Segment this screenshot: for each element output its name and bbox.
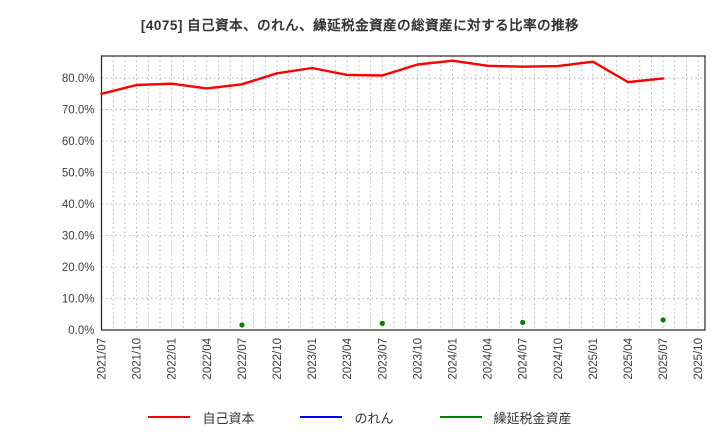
legend-label-goodwill: のれん xyxy=(354,410,394,426)
x-tick-label: 2022/07 xyxy=(237,338,249,380)
y-tick-label: 10.0% xyxy=(62,294,95,306)
legend-swatch-goodwill xyxy=(300,416,343,418)
x-tick-label: 2022/10 xyxy=(272,338,284,380)
x-tick-label: 2023/07 xyxy=(377,338,389,380)
x-tick-label: 2025/01 xyxy=(588,338,600,380)
legend-swatch-deferred-tax xyxy=(439,416,482,418)
x-tick-label: 2021/10 xyxy=(132,338,144,380)
series-2-marker xyxy=(520,319,526,326)
x-tick-label: 2024/04 xyxy=(483,337,495,379)
y-tick-label: 60.0% xyxy=(62,136,95,148)
legend-item-equity: 自己資本 xyxy=(148,408,254,427)
x-tick-label: 2025/07 xyxy=(658,338,670,380)
series-2-marker xyxy=(239,322,245,328)
x-tick-label: 2023/01 xyxy=(307,338,319,380)
series-0-line xyxy=(100,59,665,95)
x-tick-label: 2022/04 xyxy=(202,337,214,379)
y-tick-label: 40.0% xyxy=(62,199,95,211)
legend-swatch-equity xyxy=(148,416,191,418)
x-tick-label: 2025/10 xyxy=(693,338,705,380)
x-tick-label: 2023/10 xyxy=(412,338,424,380)
legend-item-goodwill: のれん xyxy=(300,408,394,427)
legend-label-equity: 自己資本 xyxy=(202,410,255,426)
y-tick-label: 30.0% xyxy=(62,231,95,243)
x-tick-label: 2022/01 xyxy=(167,338,179,380)
y-tick-label: 70.0% xyxy=(62,105,95,117)
x-tick-label: 2024/01 xyxy=(448,338,460,380)
y-tick-label: 20.0% xyxy=(62,262,95,274)
series-2-marker xyxy=(660,317,666,323)
x-tick-label: 2024/07 xyxy=(518,338,530,380)
x-tick-label: 2025/04 xyxy=(623,337,635,379)
chart-legend: 自己資本 のれん 繰延税金資産 xyxy=(0,404,720,430)
y-tick-label: 0.0% xyxy=(68,325,94,337)
y-tick-label: 80.0% xyxy=(62,73,95,85)
plot-border xyxy=(100,55,706,331)
x-tick-label: 2023/04 xyxy=(342,337,354,379)
x-tick-label: 2024/10 xyxy=(553,338,565,380)
series-2-marker xyxy=(379,320,385,326)
x-tick-label: 2021/07 xyxy=(97,338,109,380)
legend-item-deferred-tax: 繰延税金資産 xyxy=(439,408,572,427)
chart-title: [4075] 自己資本、のれん、繰延税金資産の総資産に対する比率の推移 xyxy=(140,18,580,33)
chart-plot-svg: 0.0% 10.0% 20.0% 30.0% 40.0% 50.0% 60.0% 70.0% 8… xyxy=(62,55,706,380)
y-tick-label: 50.0% xyxy=(62,168,95,180)
legend-label-deferred-tax: 繰延税金資産 xyxy=(493,410,572,426)
